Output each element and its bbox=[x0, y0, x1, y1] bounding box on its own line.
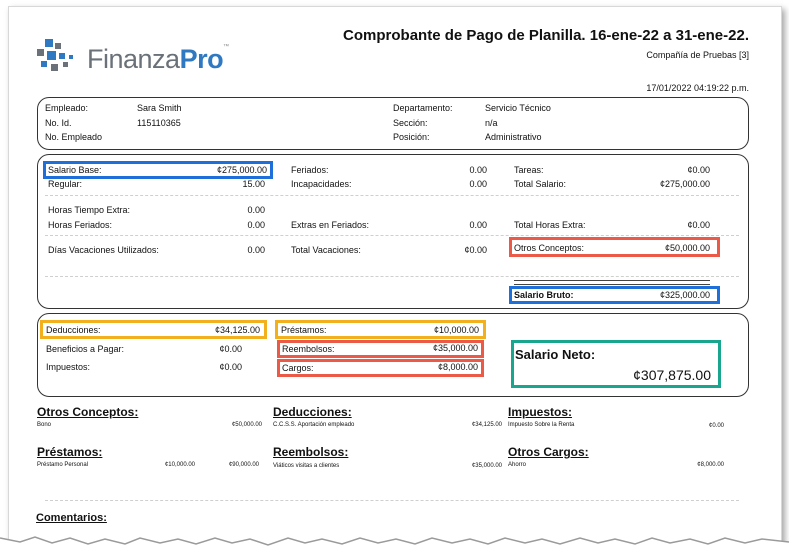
horas-extra-value: 0.00 bbox=[247, 205, 265, 215]
prestamos-label: Préstamos: bbox=[281, 325, 327, 335]
otros-cargos-detail-title: Otros Cargos: bbox=[508, 445, 589, 459]
reembolsos-highlight bbox=[277, 340, 484, 358]
prestamos-highlight bbox=[275, 320, 486, 339]
deducciones-detail-title: Deducciones: bbox=[273, 405, 352, 419]
incapacidades-label: Incapacidades: bbox=[291, 179, 352, 189]
extras-feriados-value: 0.00 bbox=[469, 220, 487, 230]
regular-label: Regular: bbox=[48, 179, 83, 189]
otros-conceptos-detail-title: Otros Conceptos: bbox=[37, 405, 139, 419]
deducciones-label: Deducciones: bbox=[46, 325, 101, 335]
id-label: No. Id. bbox=[45, 118, 72, 128]
total-horas-extra-label: Total Horas Extra: bbox=[514, 220, 586, 230]
salario-bruto-label: Salario Bruto: bbox=[514, 290, 574, 300]
otros-conceptos-detail-amount: ¢50,000.00 bbox=[231, 422, 262, 428]
horas-extra-label: Horas Tiempo Extra: bbox=[48, 205, 131, 215]
deductions-box bbox=[37, 313, 749, 397]
otros-conceptos-highlight bbox=[509, 237, 720, 257]
divider bbox=[45, 235, 739, 236]
dias-vacaciones-label: Días Vacaciones Utilizados: bbox=[48, 245, 159, 255]
earnings-box bbox=[37, 154, 749, 309]
prestamos-detail-amount: ¢10,000.00 bbox=[164, 462, 195, 468]
cargos-highlight bbox=[277, 359, 484, 377]
salario-base-highlight bbox=[43, 161, 273, 179]
beneficios-label: Beneficios a Pagar: bbox=[46, 344, 125, 354]
divider bbox=[45, 195, 739, 196]
salario-bruto-value: ¢325,000.00 bbox=[659, 290, 710, 300]
tareas-value: ¢0.00 bbox=[687, 165, 710, 175]
incapacidades-value: 0.00 bbox=[469, 179, 487, 189]
salario-neto-value: ¢307,875.00 bbox=[633, 367, 711, 383]
otros-cargos-detail-amount: ¢8,000.00 bbox=[697, 462, 724, 468]
section-label: Sección: bbox=[393, 118, 428, 128]
employee-label: Empleado: bbox=[45, 103, 89, 113]
employee-name: Sara Smith bbox=[137, 103, 182, 113]
impuestos-value: ¢0.00 bbox=[219, 362, 242, 372]
payslip-page: FinanzaPro™ Comprobante de Pago de Plani… bbox=[8, 6, 782, 548]
reembolsos-detail-title: Reembolsos: bbox=[273, 445, 349, 459]
prestamos-detail-desc: Préstamo Personal bbox=[37, 462, 89, 468]
total-vacaciones-label: Total Vacaciones: bbox=[291, 245, 361, 255]
beneficios-value: ¢0.00 bbox=[219, 344, 242, 354]
deducciones-detail-desc: C.C.S.S. Aportación empleado bbox=[273, 422, 355, 428]
cargos-value: ¢8,000.00 bbox=[437, 362, 478, 372]
otros-conceptos-value: ¢50,000.00 bbox=[664, 243, 710, 253]
salario-neto-highlight bbox=[511, 340, 721, 388]
horas-feriados-label: Horas Feriados: bbox=[48, 220, 113, 230]
deducciones-value: ¢34,125.00 bbox=[214, 325, 260, 335]
id-value: 115110365 bbox=[137, 118, 181, 128]
finanzapro-logo-icon bbox=[37, 39, 73, 71]
otros-conceptos-detail-desc: Bono bbox=[37, 422, 52, 428]
total-horas-extra-value: ¢0.00 bbox=[687, 220, 710, 230]
position-label: Posición: bbox=[393, 132, 430, 142]
extras-feriados-label: Extras en Feriados: bbox=[291, 220, 370, 230]
deducciones-detail-amount: ¢34,125.00 bbox=[471, 422, 502, 428]
deducciones-highlight bbox=[40, 320, 267, 339]
company-name: Compañía de Pruebas [3] bbox=[646, 50, 749, 60]
feriados-label: Feriados: bbox=[291, 165, 329, 175]
divider bbox=[45, 276, 739, 277]
reembolsos-detail-desc: Viáticos visitas a clientes bbox=[273, 463, 340, 469]
prestamos-detail-amount-2: ¢90,000.00 bbox=[228, 462, 259, 468]
tareas-label: Tareas: bbox=[514, 165, 544, 175]
salario-base-value: ¢275,000.00 bbox=[216, 165, 267, 175]
impuestos-label: Impuestos: bbox=[46, 362, 91, 372]
total-double-rule bbox=[514, 280, 710, 285]
department-value: Servicio Técnico bbox=[485, 103, 551, 113]
section-value: n/a bbox=[485, 118, 498, 128]
impuestos-detail-desc: Impuesto Sobre la Renta bbox=[508, 422, 575, 428]
comentarios-label: Comentarios: bbox=[36, 512, 107, 524]
employee-number-label: No. Empleado bbox=[45, 132, 103, 142]
reembolsos-label: Reembolsos: bbox=[282, 344, 335, 354]
salario-neto-label: Salario Neto: bbox=[515, 347, 596, 362]
divider bbox=[45, 500, 739, 501]
reembolsos-value: ¢35,000.00 bbox=[432, 343, 478, 353]
total-salario-value: ¢275,000.00 bbox=[659, 179, 710, 189]
prestamos-value: ¢10,000.00 bbox=[433, 325, 479, 335]
dias-vacaciones-value: 0.00 bbox=[247, 245, 265, 255]
torn-edge bbox=[0, 536, 789, 554]
brand-logo-text: FinanzaPro™ bbox=[87, 44, 229, 74]
otros-cargos-detail-desc: Ahorro bbox=[508, 462, 527, 468]
position-value: Administrativo bbox=[485, 132, 542, 142]
salario-base-label: Salario Base: bbox=[48, 165, 102, 175]
impuestos-detail-title: Impuestos: bbox=[508, 405, 573, 419]
department-label: Departamento: bbox=[393, 103, 453, 113]
prestamos-detail-title: Préstamos: bbox=[37, 445, 103, 459]
horas-feriados-value: 0.00 bbox=[247, 220, 265, 230]
salario-bruto-highlight bbox=[509, 286, 720, 304]
impuestos-detail-amount: ¢0.00 bbox=[708, 423, 724, 429]
otros-conceptos-label: Otros Conceptos: bbox=[514, 243, 585, 253]
reembolsos-detail-amount: ¢35,000.00 bbox=[471, 463, 502, 469]
employee-info-box bbox=[37, 97, 749, 150]
regular-value: 15.00 bbox=[242, 179, 265, 189]
cargos-label: Cargos: bbox=[282, 363, 314, 373]
total-vacaciones-value: ¢0.00 bbox=[464, 245, 487, 255]
document-title: Comprobante de Pago de Planilla. 16-ene-… bbox=[343, 27, 749, 44]
total-salario-label: Total Salario: bbox=[514, 179, 567, 189]
feriados-value: 0.00 bbox=[469, 165, 487, 175]
print-datetime: 17/01/2022 04:19:22 p.m. bbox=[646, 83, 749, 93]
